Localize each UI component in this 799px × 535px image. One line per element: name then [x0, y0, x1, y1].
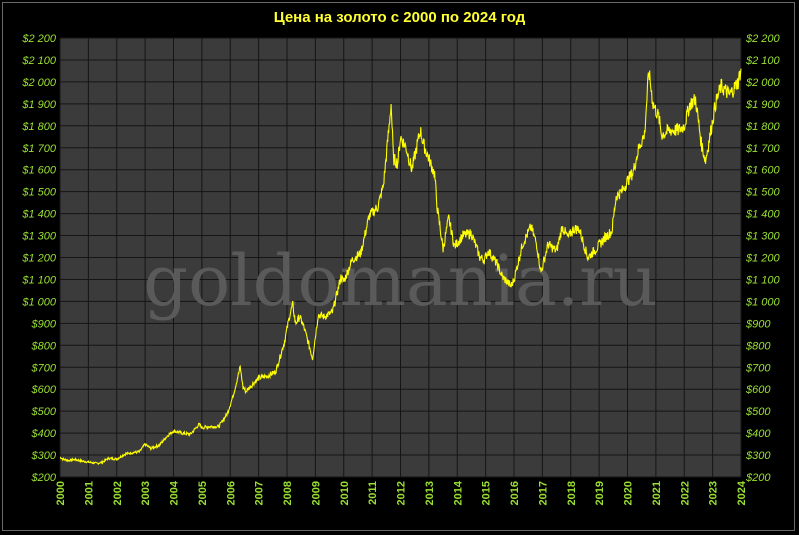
- chart-title: Цена на золото с 2000 по 2024 год: [273, 9, 526, 26]
- y-tick-label-right: $200: [745, 472, 771, 484]
- x-tick-label: 2020: [623, 481, 635, 505]
- x-tick-label: 2014: [452, 480, 464, 505]
- y-tick-label-left: $1 800: [21, 121, 57, 133]
- y-tick-label-right: $1 200: [745, 253, 781, 265]
- y-tick-label-right: $1 700: [745, 143, 781, 155]
- y-tick-label-left: $1 700: [21, 143, 57, 155]
- y-tick-label-left: $1 400: [21, 209, 57, 221]
- y-tick-label-right: $700: [745, 362, 771, 374]
- y-tick-label-left: $900: [31, 318, 57, 330]
- x-tick-label: 2010: [339, 481, 351, 505]
- x-tick-label: 2012: [396, 481, 408, 505]
- y-tick-label-left: $500: [31, 406, 57, 418]
- x-tick-label: 2001: [83, 481, 95, 505]
- x-tick-label: 2019: [594, 481, 606, 505]
- x-tick-label: 2021: [651, 481, 663, 505]
- gridlines: [59, 37, 742, 478]
- y-tick-label-right: $1 100: [745, 274, 781, 286]
- y-tick-label-left: $200: [31, 472, 57, 484]
- x-tick-label: 2006: [225, 481, 237, 505]
- y-tick-label-right: $900: [745, 318, 771, 330]
- y-tick-label-left: $1 500: [21, 187, 57, 199]
- y-tick-label-right: $2 200: [745, 33, 781, 45]
- y-tick-label-left: $1 300: [21, 231, 57, 243]
- x-tick-label: 2003: [140, 481, 152, 505]
- y-tick-label-right: $2 100: [745, 55, 781, 67]
- y-tick-label-left: $1 100: [21, 274, 57, 286]
- x-axis: 2000 2001 2002 2003 2004 2005 2006 2007 2008 2009…: [55, 480, 748, 505]
- y-tick-label-right: $500: [745, 406, 771, 418]
- y-tick-label-left: $400: [31, 428, 57, 440]
- y-tick-label-right: $1 900: [745, 99, 781, 111]
- y-tick-label-right: $1 500: [745, 187, 781, 199]
- x-tick-label: 2000: [55, 481, 67, 505]
- y-tick-label-right: $2 000: [745, 77, 781, 89]
- y-tick-label-left: $700: [31, 362, 57, 374]
- gold-price-line: [59, 68, 742, 466]
- x-tick-label: 2005: [197, 481, 209, 505]
- x-tick-label: 2017: [537, 481, 549, 505]
- x-tick-label: 2002: [112, 481, 124, 505]
- y-tick-label-right: $1 600: [745, 165, 781, 177]
- y-tick-label-left: $1 900: [21, 99, 57, 111]
- y-tick-label-left: $2 000: [21, 77, 57, 89]
- x-tick-label: 2024: [736, 480, 748, 505]
- x-tick-label: 2015: [481, 481, 493, 505]
- x-tick-label: 2016: [509, 481, 521, 505]
- y-tick-label-right: $1 400: [745, 209, 781, 221]
- x-tick-label: 2004: [169, 480, 181, 505]
- y-tick-label-left: $600: [31, 384, 57, 396]
- y-tick-label-left: $800: [31, 340, 57, 352]
- y-tick-label-left: $1 200: [21, 253, 57, 265]
- y-axis-right: $200 $300 $400 $500 $600 $700 $800 $900 $1 000 $1…: [745, 33, 781, 484]
- y-tick-label-right: $1 800: [745, 121, 781, 133]
- y-tick-label-left: $2 100: [21, 55, 57, 67]
- y-tick-label-right: $800: [745, 340, 771, 352]
- x-tick-label: 2007: [254, 481, 266, 505]
- y-tick-label-left: $1 000: [21, 296, 57, 308]
- y-tick-label-right: $600: [745, 384, 771, 396]
- y-axis-left: $200 $300 $400 $500 $600 $700 $800 $900 $1 000 $1…: [21, 33, 57, 484]
- y-tick-label-left: $300: [31, 450, 57, 462]
- y-tick-label-right: $1 000: [745, 296, 781, 308]
- y-tick-label-left: $2 200: [21, 33, 57, 45]
- y-tick-label-left: $1 600: [21, 165, 57, 177]
- x-tick-label: 2022: [679, 481, 691, 505]
- x-tick-label: 2013: [424, 481, 436, 505]
- y-tick-label-right: $300: [745, 450, 771, 462]
- x-tick-label: 2018: [566, 481, 578, 505]
- x-tick-label: 2023: [708, 481, 720, 505]
- y-tick-label-right: $1 300: [745, 231, 781, 243]
- x-tick-label: 2008: [282, 481, 294, 505]
- watermark-text: goldomania.ru: [143, 240, 657, 322]
- x-tick-label: 2011: [367, 481, 379, 505]
- x-tick-label: 2009: [310, 481, 322, 505]
- y-tick-label-right: $400: [745, 428, 771, 440]
